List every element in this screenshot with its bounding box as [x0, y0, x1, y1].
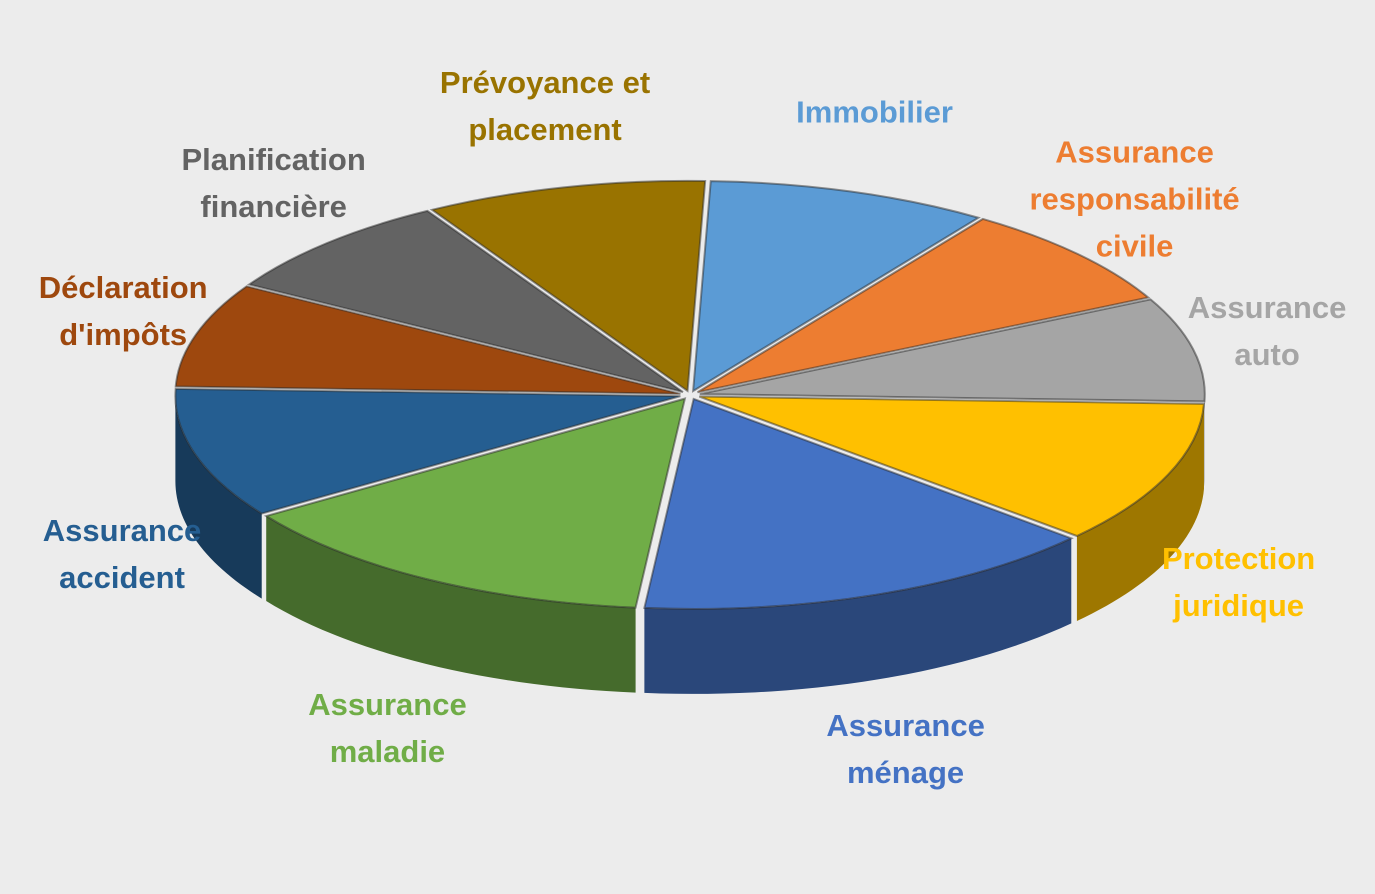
slice	[697, 217, 1151, 394]
slice	[174, 387, 681, 515]
slice	[691, 180, 981, 393]
slice-label: Prévoyance et placement	[439, 64, 651, 147]
slice-label: Déclaration d'impôts	[38, 269, 208, 352]
slice-label: Assurance ménage	[826, 708, 985, 791]
slice-label: Protection juridique	[1161, 541, 1316, 624]
slice	[643, 397, 1074, 610]
slice-side	[266, 516, 636, 693]
slice-side	[175, 396, 262, 599]
slice-label: Immobilier	[796, 94, 953, 130]
slice	[246, 209, 684, 393]
slice	[174, 285, 681, 395]
slice	[699, 298, 1206, 403]
slice	[263, 397, 687, 609]
slice-side	[1076, 403, 1204, 621]
slice-label: Planification financière	[181, 142, 366, 225]
slice	[698, 395, 1206, 538]
slice-label: Assurance maladie	[308, 686, 467, 769]
slice	[429, 179, 707, 393]
slice-label: Assurance auto	[1187, 289, 1347, 372]
slice-label: Assurance responsabilité civile	[1029, 134, 1240, 264]
slice-label: Assurance accident	[42, 512, 202, 595]
